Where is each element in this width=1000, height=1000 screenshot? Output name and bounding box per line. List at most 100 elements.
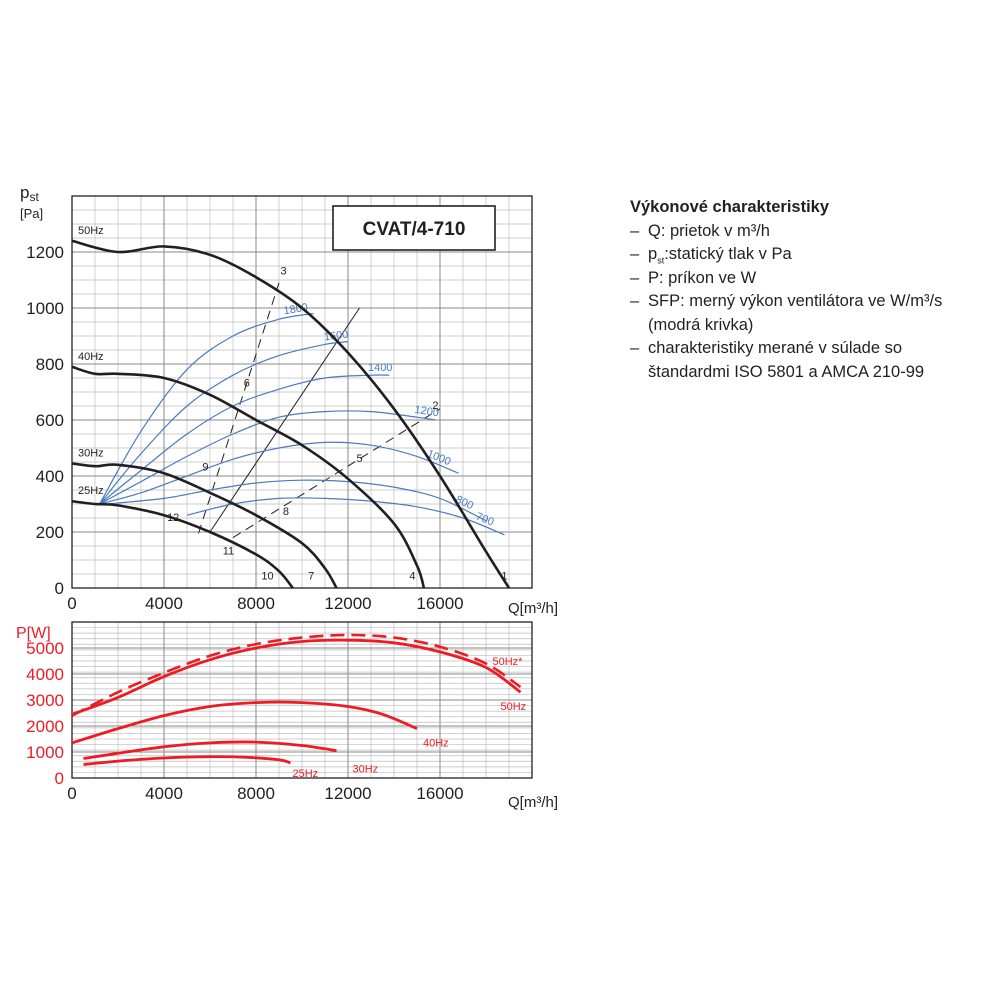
y-tick-label: 600: [36, 411, 64, 430]
x-tick-label: 12000: [324, 784, 371, 803]
x-tick-label: 16000: [416, 784, 463, 803]
operating-point-label-11: 11: [223, 545, 234, 557]
power-curve-label-40hz: 40Hz: [423, 738, 449, 750]
x-tick-label: 0: [67, 784, 76, 803]
pressure-curves: 50Hz 40Hz 30Hz 25Hz: [71, 225, 511, 589]
sfp-curve-1600: [99, 341, 349, 505]
pressure-curve-50hz: [71, 239, 511, 589]
pressure-curve-label-40hz: 40Hz: [78, 351, 104, 363]
plot-frame: [71, 195, 533, 589]
pressure-chart: 0 4000 8000 12000 16000 0 200 400 600 800 1000 1200…: [20, 183, 558, 617]
y-tick-label: 0: [55, 579, 64, 598]
operating-point-label-7: 7: [308, 571, 314, 583]
legend-item-iso: – charakteristiky merané v súlade so: [630, 337, 1000, 361]
power-curve-40hz: [71, 700, 418, 745]
y-tick-label: 1000: [26, 743, 64, 762]
operating-point-label-5: 5: [356, 453, 362, 465]
legend-iso-text: charakteristiky merané v súlade so: [648, 339, 903, 357]
system-line-3-6-9-12: [198, 282, 280, 534]
legend-item-p: – P: príkon ve W: [630, 267, 1000, 291]
operating-point-label-4: 4: [409, 571, 415, 583]
y-tick-label: 0: [55, 769, 64, 788]
sfp-curve-1200: [99, 410, 436, 505]
y-tick-label: 400: [36, 467, 64, 486]
legend-sfp-text: SFP: merný výkon ventilátora ve W/m³/s: [648, 292, 943, 310]
legend-item-sfp: – SFP: merný výkon ventilátora ve W/m³/s: [630, 290, 1000, 314]
legend-pst-text: statický tlak v Pa: [668, 245, 792, 263]
system-line-11: [209, 307, 360, 533]
y-tick-label: 1000: [26, 299, 64, 318]
operating-point-label-9: 9: [202, 461, 208, 473]
power-grid: 0 4000 8000 12000 16000 0 1000 2000 3000 4000 5000: [26, 621, 533, 803]
y-axis-unit-top: [Pa]: [20, 206, 43, 221]
y-tick-label: 5000: [26, 639, 64, 658]
x-tick-label: 0: [67, 594, 76, 613]
operating-point-label-8: 8: [283, 506, 289, 518]
power-labels: 50Hz* 50Hz 40Hz 30Hz 25Hz: [293, 656, 527, 780]
x-tick-label: 4000: [145, 594, 183, 613]
sfp-label-1800: 1800: [283, 302, 309, 318]
chart-title-box: CVAT/4-710: [332, 205, 496, 251]
power-curves: [71, 633, 522, 766]
system-line-8-5-2: [232, 408, 441, 539]
legend-item-pst: – pst: statický tlak v Pa: [630, 245, 792, 266]
y-tick-label: 2000: [26, 717, 64, 736]
legend-q-text: Q: prietok v m³/h: [648, 221, 770, 240]
operating-point-label-1: 1: [501, 571, 507, 583]
operating-point-label-3: 3: [281, 265, 287, 277]
legend-panel: Výkonové charakteristiky – Q: prietok v m…: [630, 196, 1000, 384]
power-curve-label-50hz: 50Hz*: [493, 656, 524, 668]
pressure-labels: 1 4 7 10 11 12 8 9 5 6 2 3: [167, 265, 507, 582]
power-curve-50hz: [71, 633, 522, 717]
pressure-curve-40hz: [71, 365, 426, 589]
pressure-curve-label-50hz: 50Hz: [78, 225, 104, 237]
pressure-curve-25hz: [71, 499, 294, 589]
plot-frame: [71, 621, 533, 779]
operating-point-label-2: 2: [432, 400, 438, 412]
x-axis-label-bottom: Q[m³/h]: [508, 794, 558, 811]
sfp-label-700: 700: [474, 511, 496, 529]
sfp-label-1200: 1200: [414, 404, 440, 420]
x-tick-label: 16000: [416, 594, 463, 613]
legend-p-text: P: príkon ve W: [648, 268, 757, 287]
y-axis-label-bottom: P[W]: [16, 625, 51, 642]
legend-iso-text-2: štandardmi ISO 5801 a AMCA 210-99: [648, 362, 925, 381]
y-tick-label: 200: [36, 523, 64, 542]
power-curve-30hz: [83, 740, 337, 760]
legend-title: Výkonové charakteristiky: [630, 198, 830, 216]
pressure-curve-label-25hz: 25Hz: [78, 485, 104, 497]
chart-title: CVAT/4-710: [363, 219, 466, 240]
legend-sfp-note: (modrá krivka): [648, 315, 754, 334]
sfp-curve-700: [186, 497, 505, 536]
x-tick-label: 8000: [237, 784, 275, 803]
x-tick-label: 12000: [324, 594, 371, 613]
y-tick-label: 800: [36, 355, 64, 374]
title-box-frame: [332, 205, 496, 251]
sfp-curve-800: [106, 479, 487, 522]
pressure-curve-30hz: [71, 462, 338, 589]
power-curve-label-50hz: 50Hz: [501, 701, 527, 713]
power-curve-25hz: [83, 755, 291, 766]
operating-point-label-12: 12: [167, 512, 179, 524]
sfp-curve-1000: [99, 441, 459, 505]
operating-point-label-6: 6: [244, 377, 250, 389]
power-curve-50hz: [71, 638, 522, 716]
power-chart: 0 4000 8000 12000 16000 0 1000 2000 3000 4000 5000…: [16, 621, 558, 811]
y-tick-label: 1200: [26, 243, 64, 262]
y-axis-label-top: pst: [20, 183, 39, 204]
y-tick-label: 4000: [26, 665, 64, 684]
x-tick-label: 4000: [145, 784, 183, 803]
legend-item-q: – Q: prietok v m³/h: [630, 220, 1000, 244]
power-curve-label-30hz: 30Hz: [353, 764, 379, 776]
pressure-grid: 0 4000 8000 12000 16000 0 200 400 600 800 1000 1200: [26, 195, 533, 613]
y-tick-label: 3000: [26, 691, 64, 710]
pressure-curve-label-30hz: 30Hz: [78, 447, 104, 459]
sfp-label-1400: 1400: [368, 362, 392, 374]
sfp-curve-1800: [99, 313, 314, 505]
x-tick-label: 8000: [237, 594, 275, 613]
power-curve-label-25hz: 25Hz: [293, 768, 319, 780]
system-lines: [198, 282, 441, 539]
operating-point-label-10: 10: [261, 571, 273, 583]
x-axis-label-top: Q[m³/h]: [508, 600, 558, 617]
